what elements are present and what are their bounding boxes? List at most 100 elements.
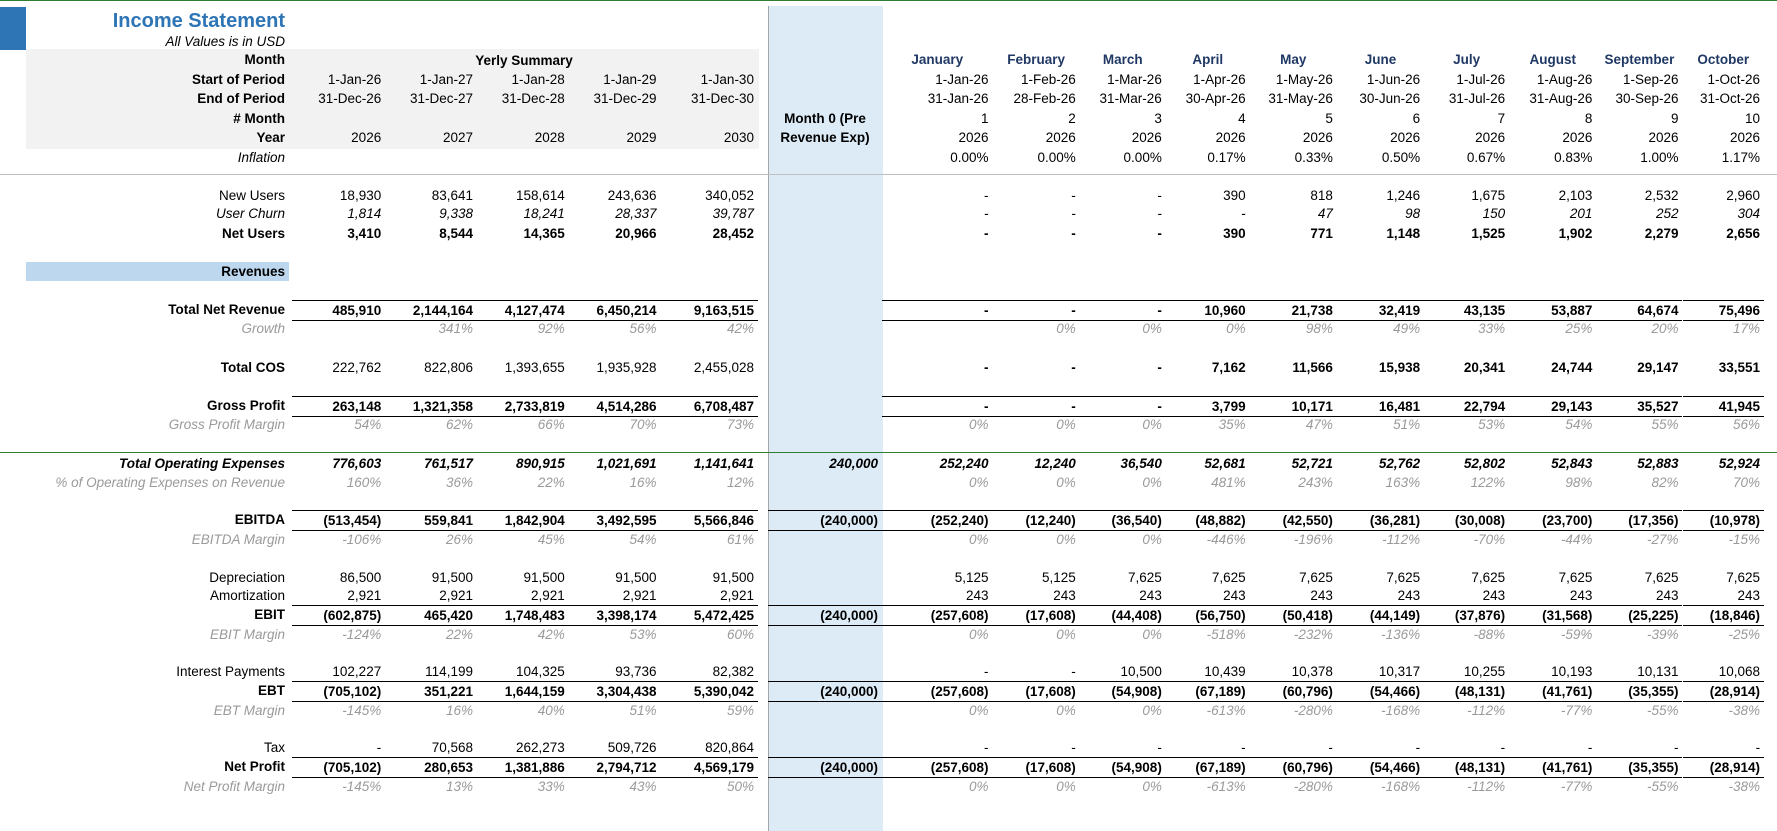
monthly-cell: 243 — [965, 588, 989, 604]
monthly-cell: 53,887 — [1509, 299, 1597, 321]
monthly-cell: (54,466) — [1336, 681, 1425, 703]
monthly-cell: 51% — [1393, 417, 1421, 433]
monthly-cell: 75,496 — [1682, 299, 1765, 321]
yearly-cell: 66% — [537, 417, 565, 433]
monthly-cell: 1-Jun-26 — [1366, 71, 1421, 87]
monthly-cell: - — [1241, 206, 1246, 222]
yearly-cell: 2,921 — [347, 588, 382, 604]
monthly-cell: 0% — [1142, 320, 1162, 336]
yearly-cell: 2026 — [351, 130, 382, 146]
monthly-cell: 2026 — [1131, 130, 1162, 146]
monthly-cell: (17,356) — [1596, 510, 1683, 532]
monthly-cell: 53% — [1478, 417, 1506, 433]
yearly-cell: 1,141,641 — [693, 455, 754, 471]
yearly-cell: 1,644,159 — [476, 681, 569, 703]
month0-cell: (240,000) — [768, 510, 882, 532]
monthly-cell: 818 — [1310, 188, 1333, 204]
row-label: Start of Period — [191, 71, 285, 87]
monthly-cell: -70% — [1473, 531, 1506, 547]
yearly-cell: 1-Jan-28 — [511, 71, 565, 87]
monthly-cell: -25% — [1728, 626, 1761, 642]
yearly-cell: 2,921 — [439, 588, 473, 604]
yearly-cell: 36% — [445, 474, 473, 490]
yearly-cell: 18,930 — [339, 188, 382, 204]
yearly-cell: 6,450,214 — [568, 299, 661, 321]
row-label: Net Profit — [224, 759, 285, 775]
row-label: Month — [244, 52, 285, 68]
yearly-cell: 2,794,712 — [568, 757, 661, 779]
monthly-cell: 1-Sep-26 — [1622, 71, 1679, 87]
monthly-cell: 243% — [1298, 474, 1333, 490]
yearly-cell: 9,163,515 — [660, 299, 758, 321]
monthly-cell: 0% — [968, 417, 989, 433]
yearly-cell: 3,410 — [347, 225, 382, 241]
yearly-cell: 59% — [726, 702, 754, 718]
yearly-cell: 158,614 — [515, 188, 565, 204]
monthly-cell: (54,466) — [1336, 757, 1425, 779]
yearly-cell: 83,641 — [431, 188, 473, 204]
row-label: Gross Profit Margin — [168, 417, 285, 433]
monthly-cell: 122% — [1470, 474, 1506, 490]
row-label: % of Operating Expenses on Revenue — [55, 474, 285, 490]
monthly-cell: 31-Oct-26 — [1700, 90, 1761, 106]
monthly-cell: 31-Jan-26 — [927, 90, 989, 106]
monthly-cell: 7,625 — [1471, 570, 1506, 586]
yearly-cell: -145% — [342, 702, 382, 718]
monthly-cell: 16,481 — [1336, 395, 1425, 417]
monthly-cell: 0% — [1056, 417, 1076, 433]
monthly-cell: - — [1157, 225, 1162, 241]
month0-cell: (240,000) — [768, 757, 882, 779]
yearly-cell: 62% — [445, 417, 473, 433]
monthly-cell: - — [1157, 188, 1162, 204]
yearly-cell: 1-Jan-27 — [419, 71, 473, 87]
monthly-cell: 0% — [1142, 778, 1162, 794]
monthly-cell: 33% — [1478, 320, 1506, 336]
yearly-cell: 1,748,483 — [476, 605, 569, 627]
yearly-cell: 51% — [629, 702, 657, 718]
monthly-cell: 5,125 — [1041, 570, 1076, 586]
monthly-cell: - — [1157, 206, 1162, 222]
row-label: Inflation — [237, 149, 285, 165]
monthly-cell: 10 — [1745, 111, 1761, 127]
monthly-cell: 20% — [1651, 320, 1679, 336]
monthly-cell: -280% — [1293, 778, 1333, 794]
yearly-cell: 2,921 — [622, 588, 657, 604]
row-label: User Churn — [215, 206, 285, 222]
yearly-cell: 1,021,691 — [596, 455, 657, 471]
monthly-cell: 150 — [1482, 206, 1506, 222]
monthly-cell: 98 — [1405, 206, 1421, 222]
monthly-cell: (252,240) — [882, 510, 993, 532]
monthly-cell: 52,883 — [1637, 455, 1679, 471]
monthly-cell: - — [984, 740, 989, 756]
monthly-cell: 33,551 — [1718, 360, 1761, 376]
month0-header: Month 0 (Pre Revenue Exp) — [780, 111, 870, 145]
monthly-cell: (30,008) — [1424, 510, 1510, 532]
monthly-cell: (18,846) — [1682, 605, 1765, 627]
yearly-cell: 2,455,028 — [693, 360, 754, 376]
title: Income Statement — [112, 10, 285, 32]
monthly-cell: 0% — [1056, 778, 1076, 794]
yearly-cell: 8,544 — [439, 225, 473, 241]
yearly-cell: 91,500 — [712, 570, 754, 586]
monthly-cell: 0% — [1142, 474, 1162, 490]
yearly-cell: 1,814 — [347, 206, 382, 222]
yearly-cell: 890,915 — [515, 455, 565, 471]
monthly-cell: (60,796) — [1249, 757, 1337, 779]
monthly-cell: 24,744 — [1551, 360, 1593, 376]
yearly-cell: 31-Dec-30 — [690, 90, 754, 106]
monthly-cell: 0% — [968, 778, 989, 794]
monthly-cell: 52,681 — [1204, 455, 1246, 471]
row-label: Depreciation — [209, 570, 285, 586]
row-label: EBIT Margin — [209, 626, 285, 642]
monthly-cell: - — [984, 225, 989, 241]
monthly-cell: (25,225) — [1596, 605, 1683, 627]
monthly-cell: 12,240 — [1034, 455, 1076, 471]
monthly-cell: 0% — [968, 626, 989, 642]
monthly-cell: 11,566 — [1292, 360, 1333, 376]
yearly-cell: -145% — [342, 778, 382, 794]
monthly-cell: (37,876) — [1424, 605, 1510, 627]
monthly-cell: 7,625 — [1128, 570, 1162, 586]
monthly-cell: 0.67% — [1466, 149, 1506, 165]
yearly-cell: 28,452 — [712, 225, 754, 241]
yearly-cell: -124% — [342, 626, 382, 642]
